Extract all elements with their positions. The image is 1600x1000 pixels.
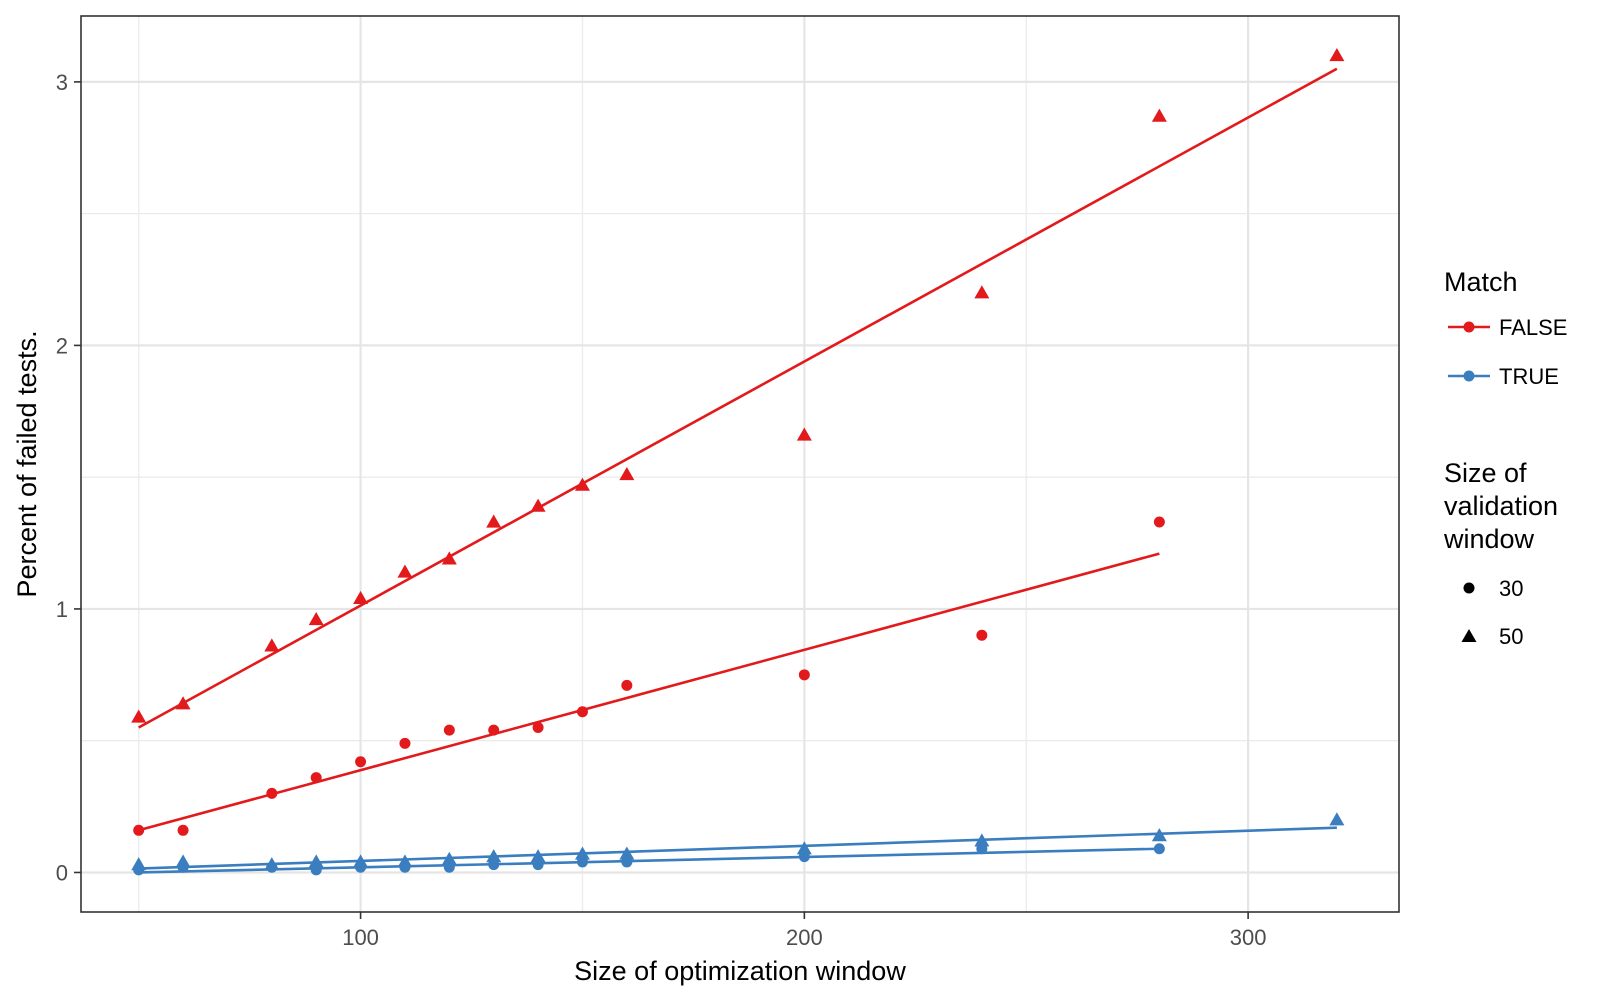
data-point-triangle: [1329, 48, 1345, 62]
data-point-triangle: [1151, 828, 1167, 842]
data-points: [131, 48, 1345, 876]
legend-title-match: Match: [1444, 267, 1518, 297]
grid: [81, 16, 1399, 912]
data-point-circle: [798, 851, 810, 863]
data-point-triangle: [397, 564, 413, 578]
data-point-triangle: [441, 551, 457, 565]
x-tick-label: 100: [342, 925, 379, 950]
fit-line-true-30: [138, 847, 1160, 874]
plot-background: [81, 16, 1399, 912]
data-point-triangle: [131, 709, 147, 723]
y-tick-label: 2: [56, 333, 68, 358]
legend-label-50: 50: [1499, 624, 1523, 649]
x-tick-label: 300: [1230, 925, 1267, 950]
data-point-triangle: [974, 833, 990, 847]
data-point-circle: [133, 864, 145, 876]
legend-entry-true: TRUE: [1448, 364, 1559, 389]
legend-entry-50: 50: [1461, 624, 1523, 649]
plot-border: [80, 15, 1400, 913]
data-point-triangle: [308, 854, 324, 868]
data-point-triangle: [974, 285, 990, 299]
data-point-triangle: [441, 851, 457, 865]
legend-label-false: FALSE: [1499, 315, 1567, 340]
x-tick-label: 200: [786, 925, 823, 950]
data-point-triangle: [486, 849, 502, 863]
data-point-triangle: [308, 611, 324, 626]
legend-title-validation-1: Size of: [1444, 458, 1527, 488]
data-point-circle: [266, 787, 278, 799]
data-point-circle: [576, 856, 588, 868]
data-point-circle: [266, 861, 278, 873]
data-point-triangle: [1329, 812, 1345, 826]
legend-label-30: 30: [1499, 576, 1523, 601]
data-point-circle: [355, 756, 367, 768]
data-point-circle: [443, 724, 455, 736]
axis-ticks: 100 200 300 0 1 2 3: [56, 70, 1267, 950]
data-point-circle: [488, 724, 500, 736]
data-point-triangle: [619, 467, 635, 481]
data-point-triangle: [530, 849, 546, 863]
data-point-triangle: [796, 427, 812, 441]
legend-key-triangle: [1461, 629, 1477, 642]
data-point-triangle: [264, 638, 280, 652]
data-point-triangle: [486, 514, 502, 528]
data-point-circle: [532, 722, 544, 734]
data-point-circle: [488, 859, 500, 871]
data-point-circle: [621, 856, 633, 868]
data-point-circle: [576, 706, 588, 718]
data-point-triangle: [619, 846, 635, 860]
fit-line-false-50: [138, 67, 1338, 729]
data-point-triangle: [353, 590, 369, 605]
x-axis-title: Size of optimization window: [574, 956, 906, 986]
legend-entry-30: 30: [1463, 576, 1523, 601]
data-point-circle: [976, 843, 988, 855]
data-point-circle: [355, 861, 367, 873]
legend-key-point-false: [1463, 321, 1475, 333]
data-point-triangle: [1151, 108, 1167, 122]
data-point-circle: [798, 669, 810, 681]
data-point-circle: [399, 861, 411, 873]
legend-label-true: TRUE: [1499, 364, 1559, 389]
legend-entry-false: FALSE: [1448, 315, 1567, 340]
data-point-triangle: [175, 696, 191, 710]
data-point-circle: [310, 864, 322, 876]
data-point-circle: [399, 737, 411, 749]
y-tick-label: 3: [56, 70, 68, 95]
data-point-circle: [532, 859, 544, 871]
legend-title-validation-3: window: [1443, 524, 1535, 554]
data-point-circle: [177, 824, 189, 836]
data-point-triangle: [796, 841, 812, 855]
fit-lines: [138, 67, 1338, 874]
data-point-circle: [310, 772, 322, 784]
data-point-triangle: [530, 498, 546, 512]
data-point-circle: [621, 679, 633, 691]
legend: Match FALSE TRUE Size of validation wind…: [1443, 267, 1567, 649]
y-tick-label: 1: [56, 597, 68, 622]
y-axis-title: Percent of failed tests.: [12, 330, 42, 597]
data-point-circle: [976, 629, 988, 641]
fit-line-false-30: [138, 552, 1160, 832]
fit-line-true-50: [138, 826, 1337, 870]
data-point-circle: [1153, 843, 1165, 855]
data-point-triangle: [574, 477, 590, 491]
data-point-circle: [177, 861, 189, 873]
data-point-circle: [1153, 516, 1165, 528]
data-point-circle: [133, 824, 145, 836]
data-point-circle: [443, 861, 455, 873]
legend-key-circle: [1463, 582, 1475, 594]
legend-key-point-true: [1463, 370, 1475, 382]
y-tick-label: 0: [56, 860, 68, 885]
legend-title-validation-2: validation: [1444, 491, 1558, 521]
data-point-triangle: [574, 846, 590, 860]
